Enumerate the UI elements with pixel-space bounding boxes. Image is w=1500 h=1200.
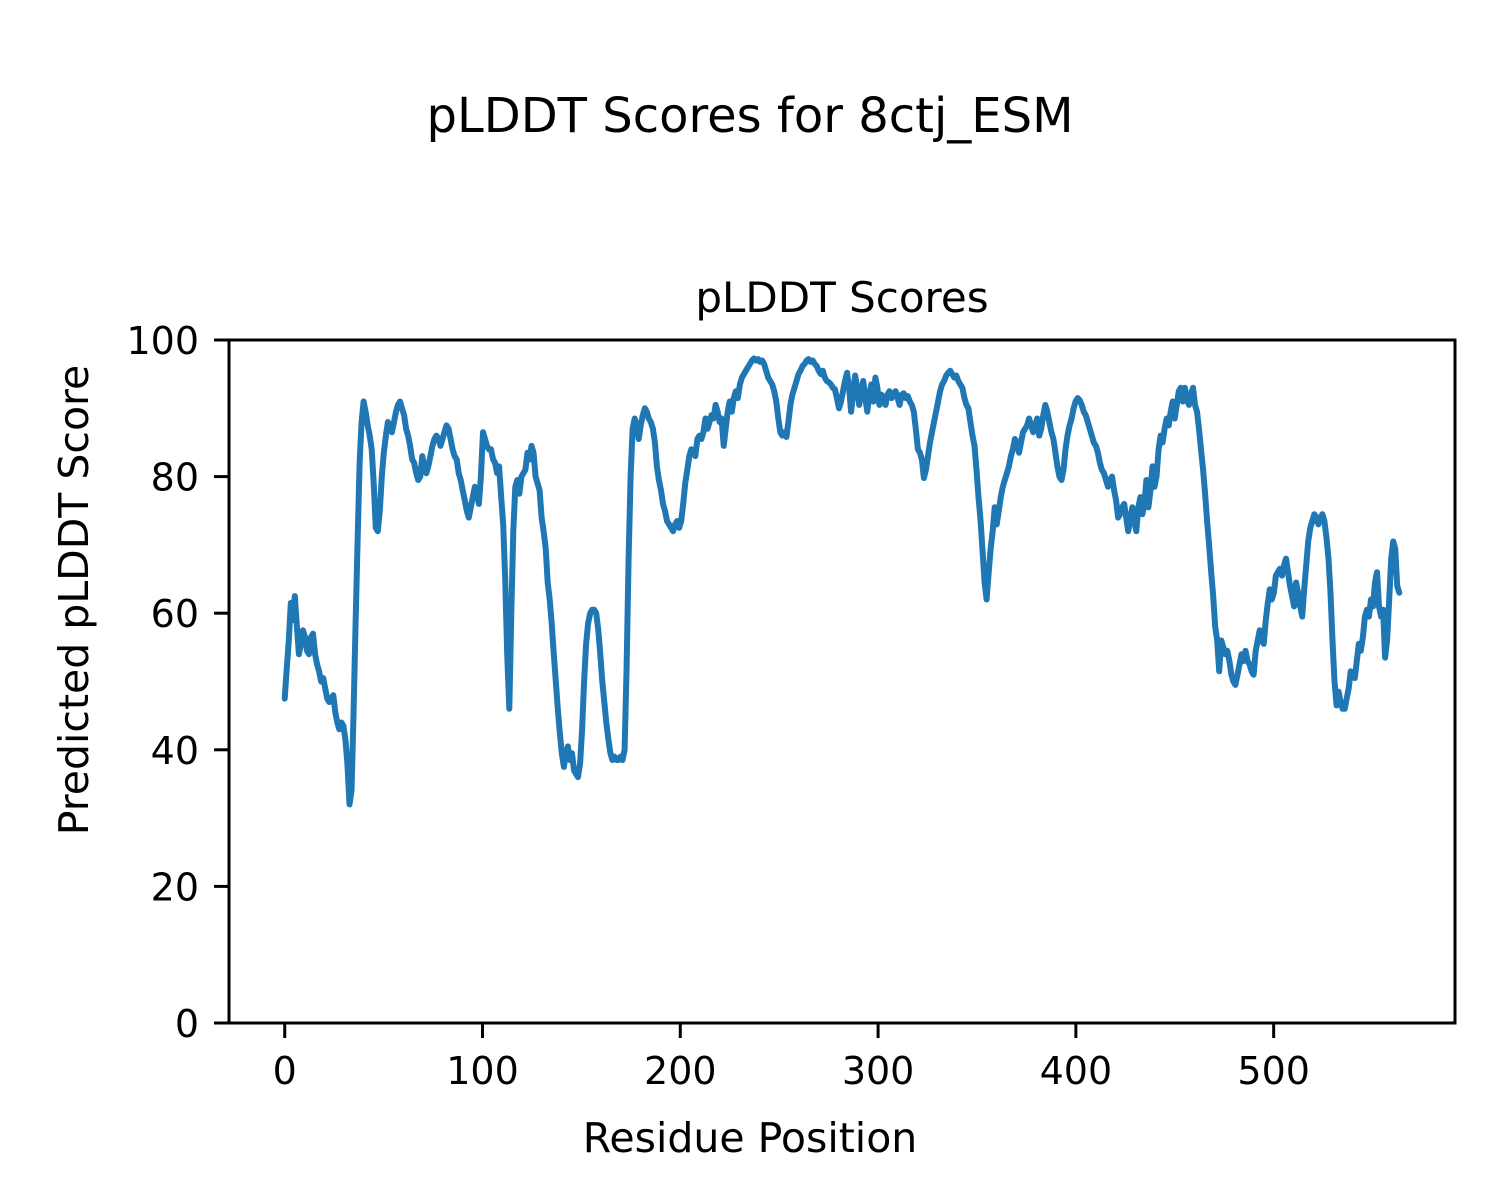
y-axis-ticks: 0 20 40 60 80 100 <box>126 319 229 1046</box>
y-tick-label: 80 <box>151 456 199 500</box>
figure-suptitle: pLDDT Scores for 8ctj_ESM <box>427 88 1074 144</box>
plot-area-border <box>227 338 1457 1025</box>
x-tick-label: 400 <box>1040 1049 1113 1093</box>
y-axis-label: Predicted pLDDT Score <box>50 365 98 835</box>
x-tick-label: 100 <box>446 1049 519 1093</box>
plddt-line-series <box>281 355 1403 808</box>
y-tick-label: 100 <box>126 319 199 363</box>
y-tick-label: 20 <box>151 865 199 909</box>
x-tick-label: 300 <box>842 1049 915 1093</box>
y-tick-label: 60 <box>151 592 199 636</box>
x-tick-label: 0 <box>273 1049 297 1093</box>
x-axis-label: Residue Position <box>583 1114 918 1162</box>
x-axis-ticks: 0 100 200 300 400 500 <box>273 1023 1310 1093</box>
x-tick-label: 500 <box>1237 1049 1310 1093</box>
axes-title: pLDDT Scores <box>695 273 988 322</box>
x-tick-label: 200 <box>644 1049 717 1093</box>
y-tick-label: 40 <box>151 729 199 773</box>
y-tick-label: 0 <box>175 1002 199 1046</box>
